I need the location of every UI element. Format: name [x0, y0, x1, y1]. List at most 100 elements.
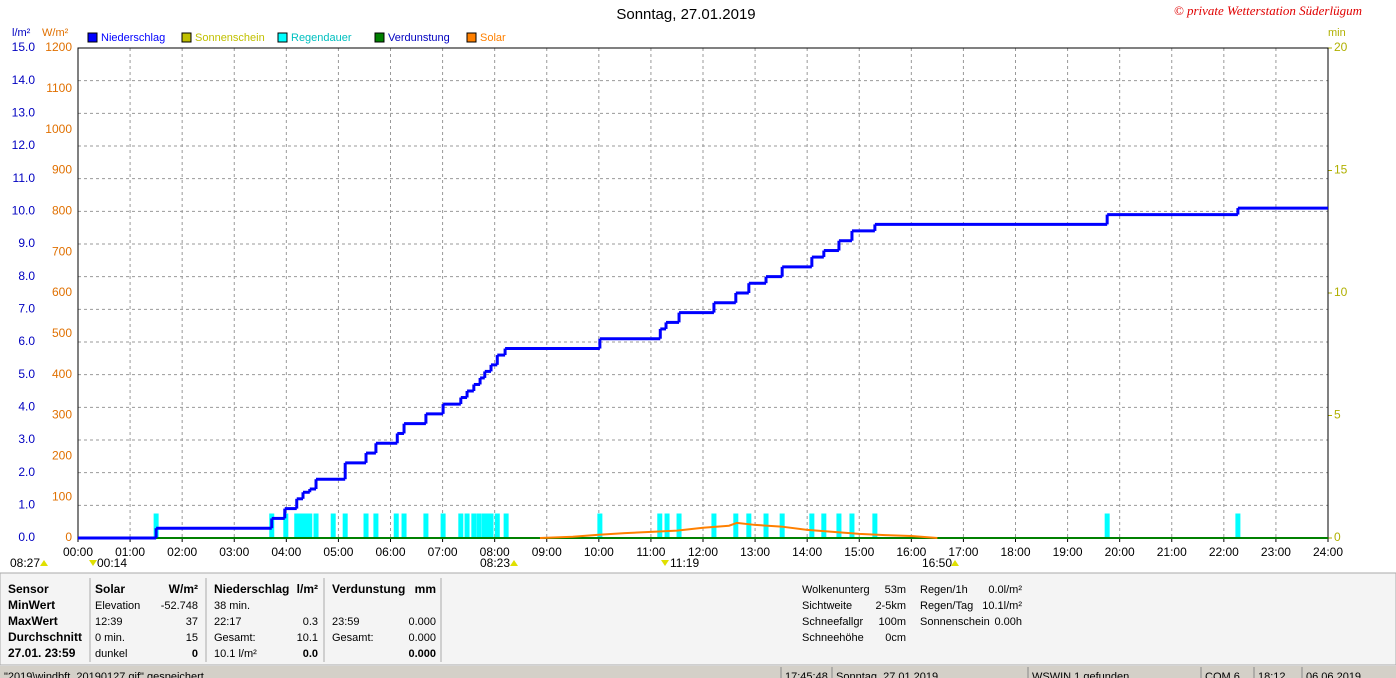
legend-swatch: [87, 32, 98, 43]
panel-unit: l/m²: [297, 582, 318, 596]
panel-value: Elevation: [95, 600, 140, 612]
y3-tick-label: 0: [65, 530, 72, 544]
y3-tick-label: 1000: [45, 122, 72, 136]
panel-label: Sensor: [8, 582, 49, 596]
panel-value: 0.000: [408, 648, 436, 660]
info-value: 53m: [885, 584, 906, 596]
y-axis-unit: l/m²: [12, 27, 31, 39]
y3-tick-label: 600: [52, 285, 72, 299]
y-tick-label: 11.0: [13, 171, 36, 185]
y3-axis-unit: W/m²: [42, 27, 69, 39]
y3-tick-label: 100: [52, 489, 72, 503]
panel-value: 10.1: [297, 632, 318, 644]
rain-duration-bar: [471, 513, 477, 538]
panel-label: MaxWert: [8, 614, 58, 628]
marker: [510, 560, 518, 566]
rain-duration-bar: [307, 513, 313, 538]
panel-value: dunkel: [95, 648, 127, 660]
rain-duration-bar: [401, 513, 407, 538]
y-tick-label: 14.0: [12, 73, 36, 87]
y3-tick-label: 500: [52, 326, 72, 340]
panel-value: 22:17: [214, 616, 242, 628]
rain-duration-bar: [330, 513, 336, 538]
rain-duration-bar: [476, 513, 482, 538]
annotation: 08:27: [10, 556, 40, 570]
status-text: WSWIN 1 gefunden: [1032, 671, 1129, 678]
panel-value: 37: [186, 616, 198, 628]
legend-label: Regendauer: [291, 32, 352, 44]
info-value: 100m: [878, 616, 906, 628]
status-text: 06.06.2019: [1306, 671, 1361, 678]
panel-value: 23:59: [332, 616, 360, 628]
rain-duration-bar: [464, 513, 470, 538]
x-tick-label: 17:00: [948, 545, 978, 559]
x-tick-label: 00:00: [63, 545, 93, 559]
rain-duration-bar: [313, 513, 319, 538]
panel-value: 0: [192, 648, 198, 660]
annotation: 08:23: [480, 556, 510, 570]
y-tick-label: 4.0: [18, 400, 35, 414]
rain-duration-bar: [809, 513, 815, 538]
rain-duration-bar: [342, 513, 348, 538]
rain-duration-bar: [676, 513, 682, 538]
x-tick-label: 20:00: [1105, 545, 1135, 559]
y-tick-label: 3.0: [18, 432, 35, 446]
x-tick-label: 05:00: [323, 545, 353, 559]
marker: [89, 560, 97, 566]
x-tick-label: 24:00: [1313, 545, 1343, 559]
rain-duration-bar: [458, 513, 464, 538]
y2-tick-label: 15: [1334, 163, 1348, 177]
y-tick-label: 6.0: [18, 334, 35, 348]
y3-tick-label: 800: [52, 204, 72, 218]
legend-swatch: [181, 32, 192, 43]
panel-value: 0.3: [303, 616, 318, 628]
y-tick-label: 0.0: [18, 530, 35, 544]
legend-label: Solar: [480, 32, 506, 44]
y3-tick-label: 400: [52, 367, 72, 381]
rain-duration-bar: [423, 513, 429, 538]
panel-header: Solar: [95, 582, 125, 596]
y2-axis-unit: min: [1328, 27, 1346, 39]
y3-tick-label: 700: [52, 244, 72, 258]
panel-value: 38 min.: [214, 600, 250, 612]
marker: [40, 560, 48, 566]
y2-tick-label: 5: [1334, 408, 1341, 422]
rain-duration-bar: [488, 513, 494, 538]
y-tick-label: 2.0: [18, 465, 35, 479]
rain-duration-bar: [733, 513, 739, 538]
y-tick-label: 13.0: [12, 106, 36, 120]
panel-value: 0.000: [408, 632, 436, 644]
rain-duration-bar: [746, 513, 752, 538]
copyright: © private Wetterstation Süderlügum: [1174, 3, 1362, 18]
legend-label: Verdunstung: [388, 32, 450, 44]
info-value: 0.00h: [994, 616, 1022, 628]
legend-swatch: [466, 32, 477, 43]
y-tick-label: 7.0: [18, 302, 35, 316]
y3-tick-label: 1100: [46, 81, 72, 95]
y3-tick-label: 300: [52, 408, 72, 422]
x-tick-label: 04:00: [271, 545, 301, 559]
y-tick-label: 12.0: [12, 138, 36, 152]
x-tick-label: 18:00: [1000, 545, 1030, 559]
rain-duration-bar: [302, 513, 308, 538]
x-tick-label: 09:00: [532, 545, 562, 559]
rain-duration-bar: [872, 513, 878, 538]
rain-duration-bar: [283, 513, 289, 538]
x-tick-label: 11:00: [636, 545, 665, 559]
y3-tick-label: 200: [52, 449, 72, 463]
info-label: Regen/Tag: [920, 600, 973, 612]
y3-tick-label: 900: [52, 163, 72, 177]
x-tick-label: 16:00: [896, 545, 926, 559]
x-tick-label: 12:00: [688, 545, 718, 559]
info-value: 0.0l/m²: [988, 584, 1022, 596]
rain-duration-bar: [294, 513, 300, 538]
rain-duration-bar: [485, 513, 491, 538]
status-bar: [0, 666, 1396, 678]
info-label: Regen/1h: [920, 584, 968, 596]
status-text: 18:12: [1258, 671, 1286, 678]
rain-duration-bar: [849, 513, 855, 538]
rain-duration-bar: [711, 513, 717, 538]
rain-duration-bar: [373, 513, 379, 538]
rain-duration-bar: [481, 513, 487, 538]
